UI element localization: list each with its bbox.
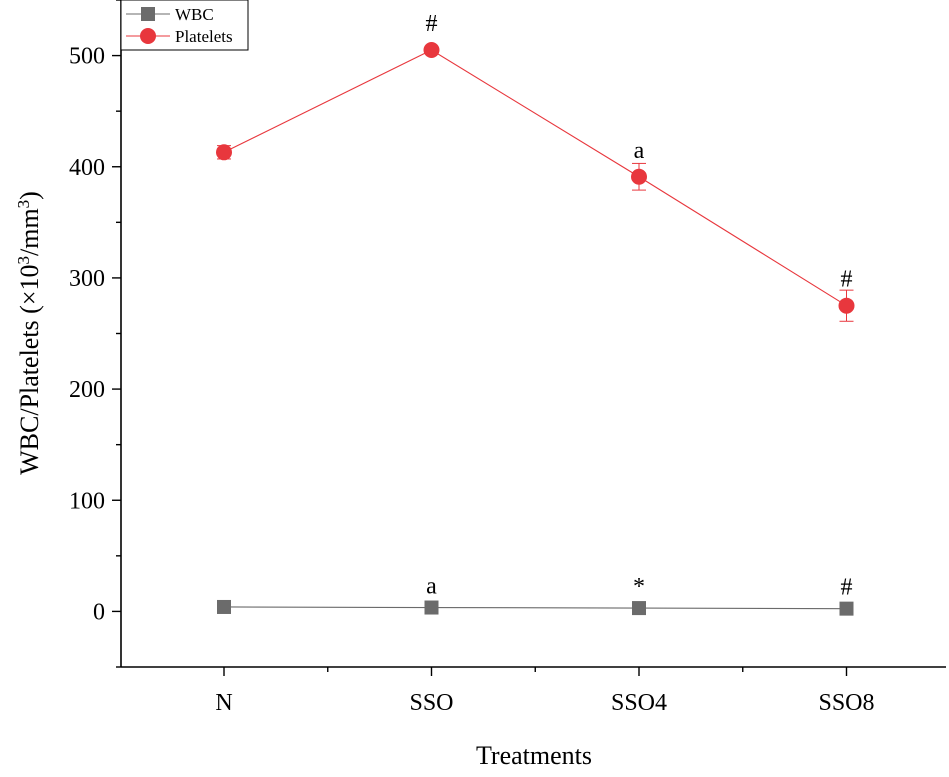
x-tick-label: N: [215, 690, 232, 716]
y-tick-label: 0: [93, 599, 105, 625]
data-point: [838, 297, 855, 314]
significance-label: a: [426, 574, 437, 600]
legend-marker: [140, 28, 156, 44]
significance-label: #: [841, 575, 853, 601]
y-title-suffix: ): [15, 191, 44, 200]
significance-label: #: [426, 11, 438, 37]
significance-label: *: [633, 574, 645, 600]
y-title-mid: /mm: [15, 208, 44, 256]
series-wbc: a * #: [217, 574, 854, 616]
y-tick-label: 200: [69, 377, 105, 403]
y-tick-label: 400: [69, 155, 105, 181]
x-tick-label: SSO8: [818, 690, 874, 716]
legend: WBC Platelets: [120, 0, 249, 51]
ticks: 0 100 200 300 400 500 N SSO SSO4 SSO8: [69, 0, 875, 716]
data-point: [839, 601, 854, 616]
series-platelets: # a #: [216, 11, 855, 322]
significance-label: a: [634, 138, 645, 164]
data-point: [423, 42, 440, 59]
axes: [120, 0, 946, 668]
data-point: [424, 600, 439, 615]
y-title-exp1: 3: [14, 256, 33, 265]
x-tick-label: SSO: [409, 690, 453, 716]
data-point: [216, 144, 232, 161]
x-axis-title: Treatments: [476, 741, 592, 770]
legend-label: Platelets: [175, 27, 233, 46]
legend-marker: [141, 7, 155, 21]
data-point: [631, 168, 647, 185]
y-tick-label: 500: [69, 44, 105, 70]
significance-label: #: [841, 267, 853, 293]
data-point: [217, 599, 231, 614]
series-line: [223, 606, 847, 610]
x-tick-label: SSO4: [611, 690, 667, 716]
y-title-prefix: WBC/Platelets (×10: [15, 264, 44, 474]
y-tick-label: 100: [69, 488, 105, 514]
series-line: [223, 49, 847, 307]
series-layer: a * # # a #: [216, 11, 855, 616]
y-tick-label: 300: [69, 266, 105, 292]
data-point: [632, 601, 646, 616]
y-title-exp2: 3: [14, 200, 33, 209]
legend-label: WBC: [175, 5, 214, 24]
y-axis-title: WBC/Platelets (×103/mm3): [14, 191, 45, 475]
